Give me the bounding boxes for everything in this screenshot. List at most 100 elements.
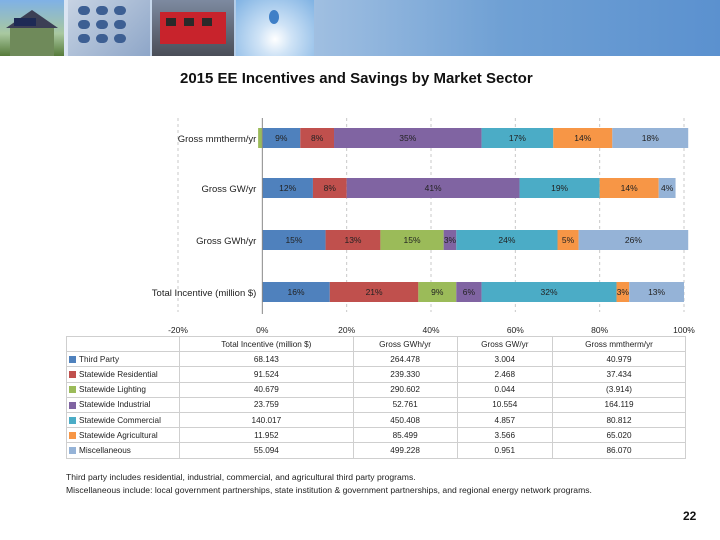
data-label: 26% <box>625 235 642 245</box>
table-row: Miscellaneous 55.094 499.228 0.951 86.070 <box>66 442 686 459</box>
bar-segment <box>629 282 684 302</box>
series-label-cell: Miscellaneous <box>66 442 180 459</box>
legend-swatch <box>69 416 76 424</box>
legend-swatch <box>69 356 76 364</box>
data-label: 3% <box>617 287 630 297</box>
page-number: 22 <box>683 509 697 523</box>
data-label: 18% <box>642 133 659 143</box>
bar-segment <box>418 282 457 302</box>
series-label-cell: Statewide Agricultural <box>66 427 180 444</box>
data-label: 32% <box>541 287 558 297</box>
table-cell: (3.914) <box>552 381 686 398</box>
bar-segment <box>262 128 301 148</box>
calculator-photo <box>68 0 150 56</box>
bar-segment <box>346 178 520 198</box>
table-cell: 23.759 <box>179 396 354 413</box>
bar-segment <box>262 178 313 198</box>
table-row: Statewide Residential 91.524 239.330 2.468 3… <box>66 366 686 383</box>
data-table: Total Incentive (million $) Gross GWh/yr G… <box>66 335 686 459</box>
table-cell: 0.044 <box>456 381 554 398</box>
table-header-cell <box>66 335 180 353</box>
series-label: Statewide Residential <box>79 369 158 379</box>
bar-segment <box>481 282 617 302</box>
bar-segment <box>312 178 347 198</box>
bar-segment <box>262 230 326 250</box>
series-label-cell: Statewide Industrial <box>66 396 180 413</box>
bar-segment <box>334 128 482 148</box>
table-cell: 499.228 <box>352 442 458 459</box>
series-label: Statewide Agricultural <box>79 430 158 440</box>
data-label: 35% <box>399 133 416 143</box>
chart-title: 2015 EE Incentives and Savings by Market… <box>180 70 533 87</box>
data-label: 19% <box>551 183 568 193</box>
table-cell: 2.468 <box>456 366 554 383</box>
x-tick-label: 40% <box>422 325 439 335</box>
bar-segment <box>456 230 558 250</box>
data-label: 13% <box>648 287 665 297</box>
data-label: 5% <box>562 235 575 245</box>
legend-swatch <box>69 371 76 379</box>
data-label: 9% <box>431 287 444 297</box>
table-cell: 164.119 <box>552 396 686 413</box>
table-cell: 40.679 <box>179 381 354 398</box>
data-label: 13% <box>344 235 361 245</box>
data-label: 3% <box>444 235 457 245</box>
x-tick-label: 100% <box>673 325 695 335</box>
bar-segment <box>456 282 482 302</box>
category-label: Gross GW/yr <box>201 184 256 195</box>
data-label: 4% <box>661 183 674 193</box>
table-cell: 3.566 <box>456 427 554 444</box>
data-label: 12% <box>279 183 296 193</box>
legend-swatch <box>69 432 76 440</box>
series-label: Statewide Lighting <box>79 385 146 395</box>
series-label: Statewide Industrial <box>79 400 151 410</box>
table-cell: 11.952 <box>179 427 354 444</box>
bar-segment <box>443 230 457 250</box>
bar-segment <box>380 230 444 250</box>
footnote-third-party: Third party includes residential, indust… <box>66 472 416 482</box>
table-cell: 37.434 <box>552 366 686 383</box>
bar-segment <box>258 128 263 148</box>
table-cell: 239.330 <box>352 366 458 383</box>
series-label: Third Party <box>79 354 120 364</box>
data-label: 17% <box>509 133 526 143</box>
bar-segment <box>329 282 419 302</box>
table-cell: 3.004 <box>456 351 554 368</box>
table-cell: 80.812 <box>552 411 686 429</box>
data-label: 15% <box>285 235 302 245</box>
table-row: Third Party 68.143 264.478 3.004 40.979 <box>66 351 686 368</box>
table-cell: 450.408 <box>352 411 458 429</box>
x-tick-label: 60% <box>507 325 524 335</box>
data-label: 8% <box>311 133 324 143</box>
data-label: 9% <box>275 133 288 143</box>
table-cell: 0.951 <box>456 442 554 459</box>
data-label: 6% <box>463 287 476 297</box>
bar-segment <box>599 178 659 198</box>
series-label-cell: Third Party <box>66 351 180 368</box>
table-cell: 4.857 <box>456 411 554 429</box>
bar-segment <box>325 230 381 250</box>
table-cell: 264.478 <box>352 351 458 368</box>
legend-swatch <box>69 386 76 394</box>
series-label-cell: Statewide Lighting <box>66 381 180 398</box>
data-label: 21% <box>366 287 383 297</box>
data-label: 41% <box>425 183 442 193</box>
bar-segment <box>616 282 630 302</box>
category-label: Gross GWh/yr <box>196 236 256 247</box>
table-header-cell: Gross mmtherm/yr <box>552 335 686 353</box>
table-cell: 290.602 <box>352 381 458 398</box>
table-cell: 86.070 <box>552 442 686 459</box>
water-drop-photo <box>236 0 314 56</box>
x-tick-label: 80% <box>591 325 608 335</box>
table-header-cell: Gross GWh/yr <box>352 335 458 353</box>
table-cell: 52.761 <box>352 396 458 413</box>
bar-segment <box>553 128 613 148</box>
series-label-cell: Statewide Commercial <box>66 411 180 429</box>
category-label: Gross mmtherm/yr <box>178 134 257 145</box>
table-row: Statewide Commercial 140.017 450.408 4.857 8… <box>66 411 686 429</box>
data-label: 14% <box>574 133 591 143</box>
bar-segment <box>658 178 676 198</box>
series-label: Miscellaneous <box>79 445 131 455</box>
table-cell: 65.020 <box>552 427 686 444</box>
table-row: Statewide Agricultural 11.952 85.499 3.566 6… <box>66 427 686 444</box>
